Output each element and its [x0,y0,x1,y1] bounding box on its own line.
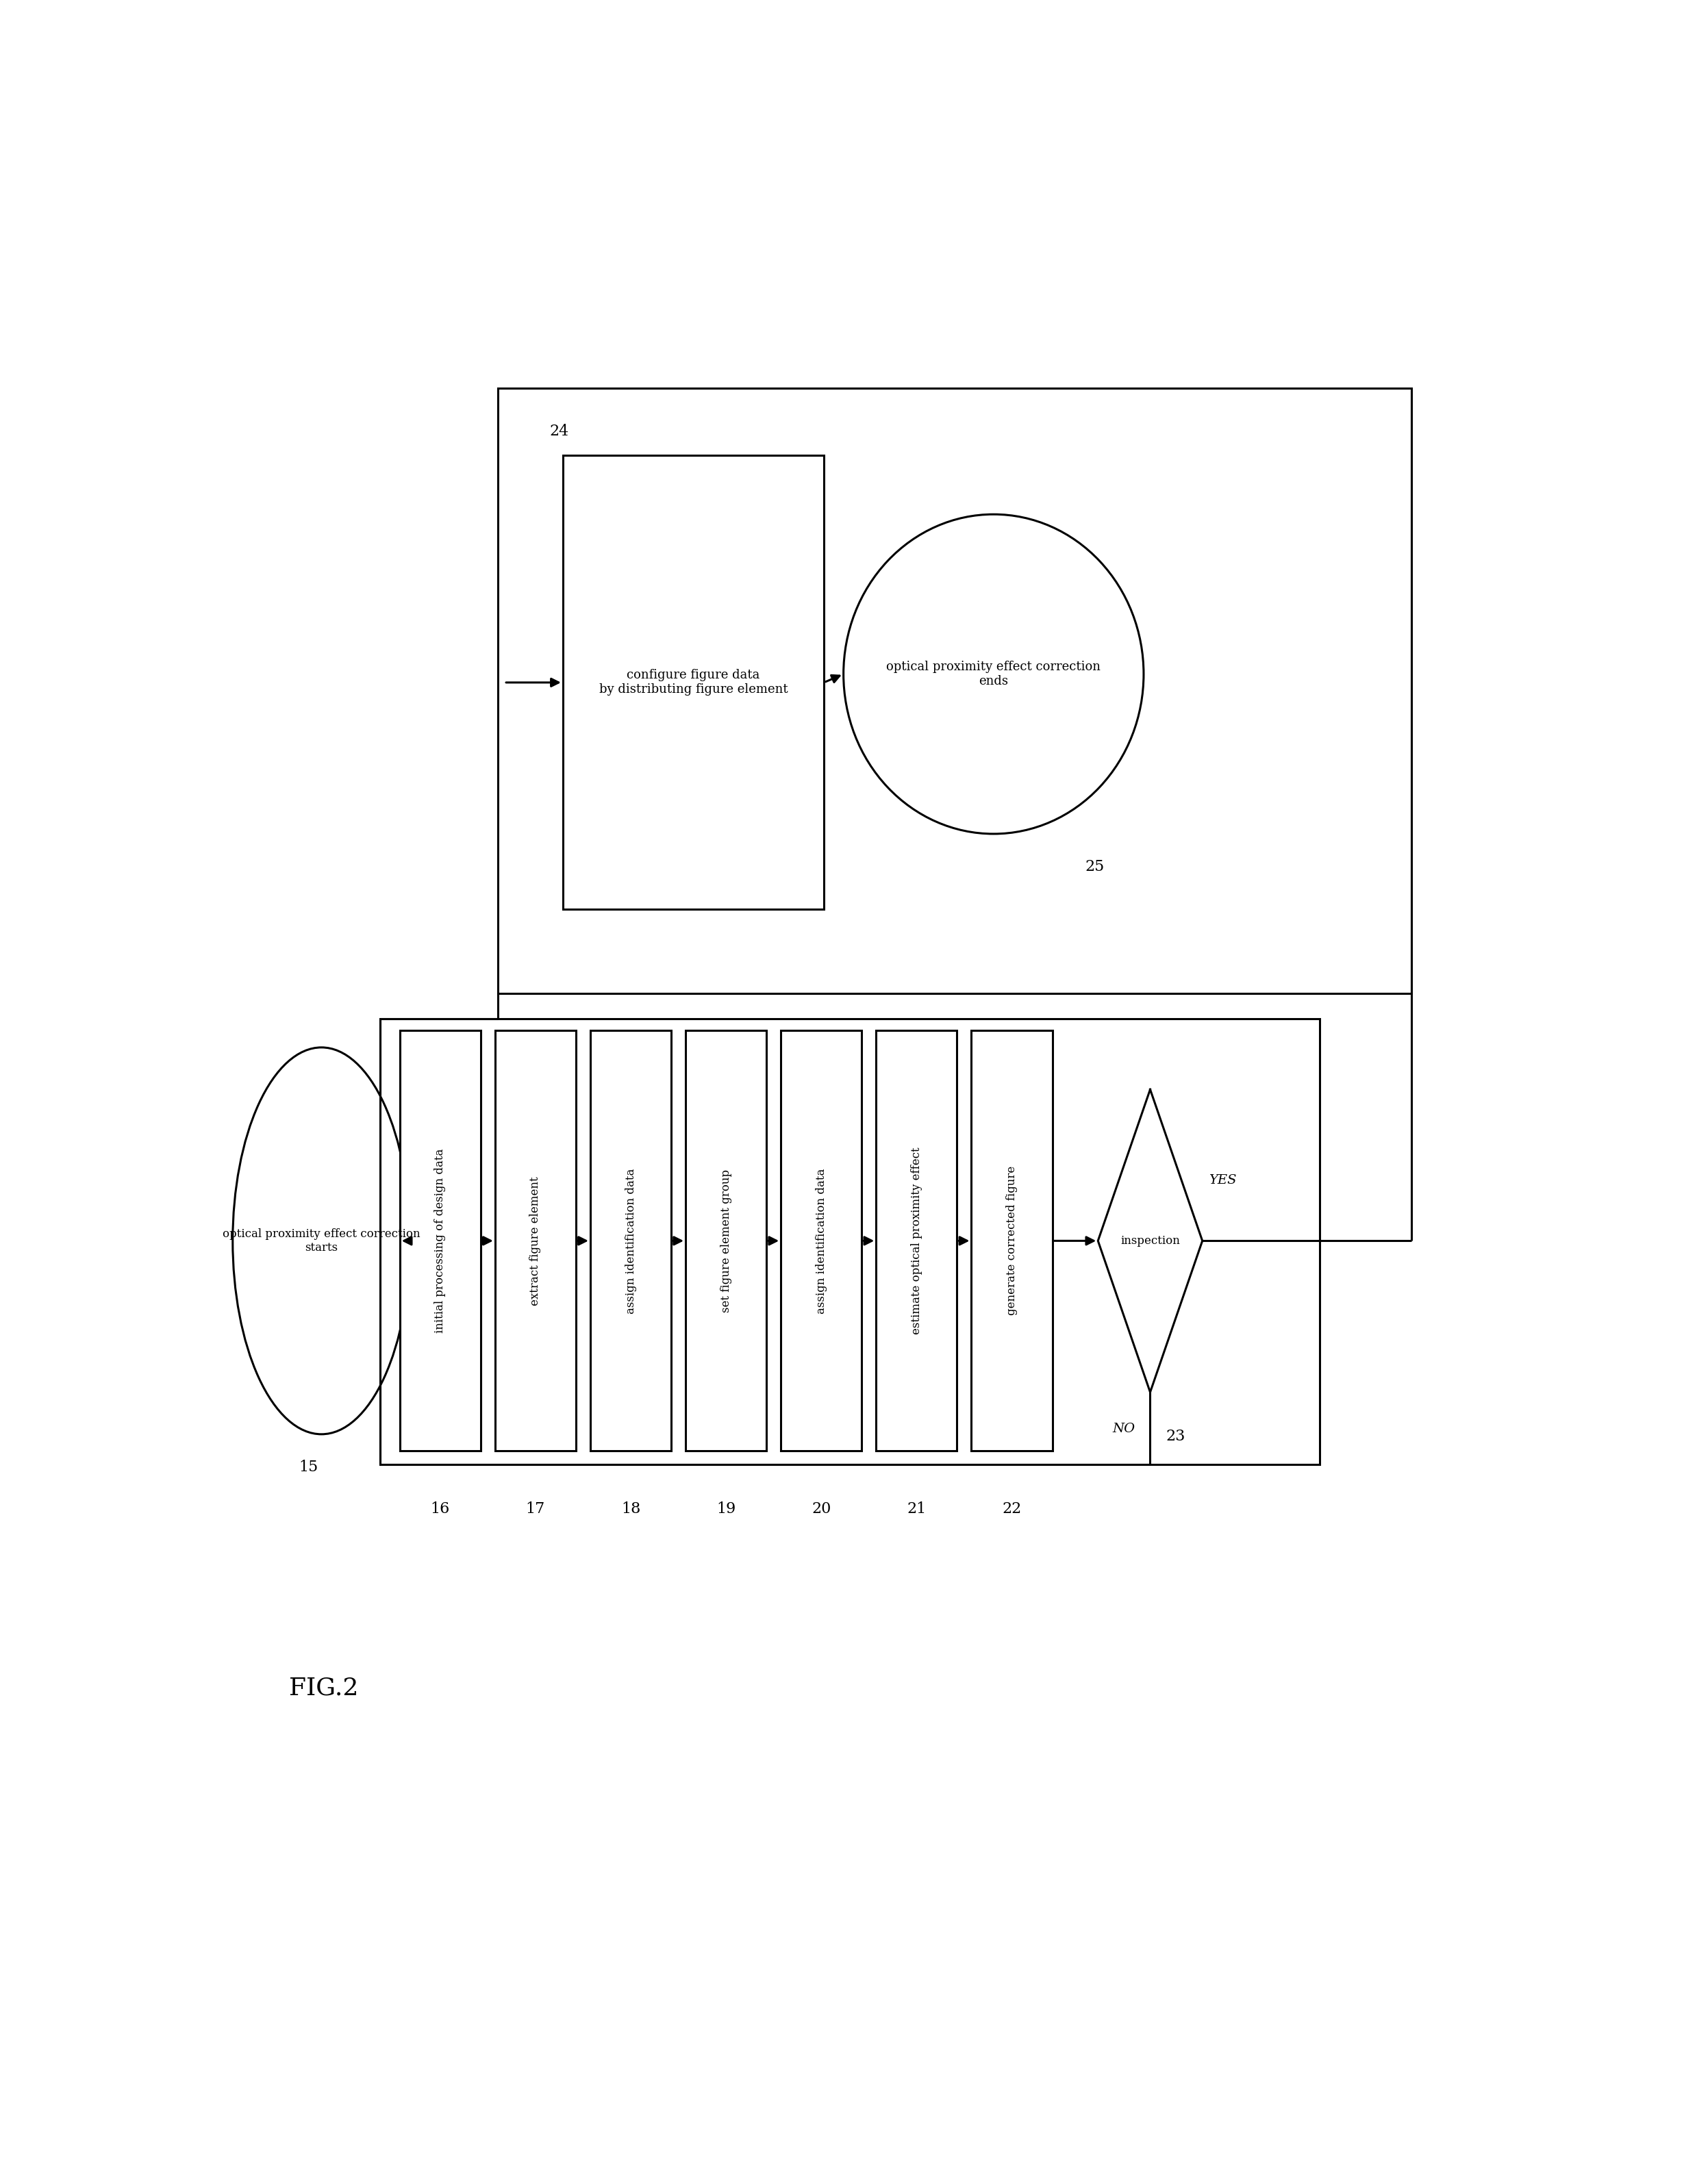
Ellipse shape [232,1048,411,1435]
Text: estimate optical proximity effect: estimate optical proximity effect [911,1147,923,1334]
Text: extract figure element: extract figure element [530,1177,541,1306]
Text: 19: 19 [716,1500,736,1516]
Text: 16: 16 [431,1500,450,1516]
Bar [399,1031,480,1450]
Text: 18: 18 [621,1500,640,1516]
Text: configure figure data
by distributing figure element: configure figure data by distributing fi… [600,668,788,697]
Polygon shape [1098,1090,1202,1391]
Bar [562,456,823,909]
Bar [381,1018,1320,1465]
Ellipse shape [844,515,1143,834]
Text: 15: 15 [298,1459,318,1474]
Text: set figure element group: set figure element group [721,1168,733,1313]
Text: initial processing of design data: initial processing of design data [434,1149,446,1332]
Text: 24: 24 [549,424,569,439]
Text: 21: 21 [908,1500,926,1516]
Text: optical proximity effect correction
starts: optical proximity effect correction star… [222,1227,421,1254]
Text: 25: 25 [1084,858,1105,874]
Text: assign identification data: assign identification data [625,1168,637,1313]
Bar [495,1031,576,1450]
Text: YES: YES [1209,1175,1236,1186]
Text: optical proximity effect correction
ends: optical proximity effect correction ends [886,662,1101,688]
Bar [685,1031,766,1450]
Text: generate corrected figure: generate corrected figure [1005,1166,1017,1315]
Bar [876,1031,957,1450]
Text: 22: 22 [1002,1500,1022,1516]
Text: 17: 17 [525,1500,546,1516]
Bar [498,389,1411,994]
Text: NO: NO [1113,1422,1135,1435]
Text: inspection: inspection [1120,1234,1180,1247]
Text: assign identification data: assign identification data [815,1168,827,1313]
Text: 20: 20 [812,1500,830,1516]
Text: FIG.2: FIG.2 [290,1677,359,1699]
Text: 23: 23 [1165,1428,1186,1444]
Bar [781,1031,862,1450]
Bar [972,1031,1052,1450]
Bar [591,1031,672,1450]
